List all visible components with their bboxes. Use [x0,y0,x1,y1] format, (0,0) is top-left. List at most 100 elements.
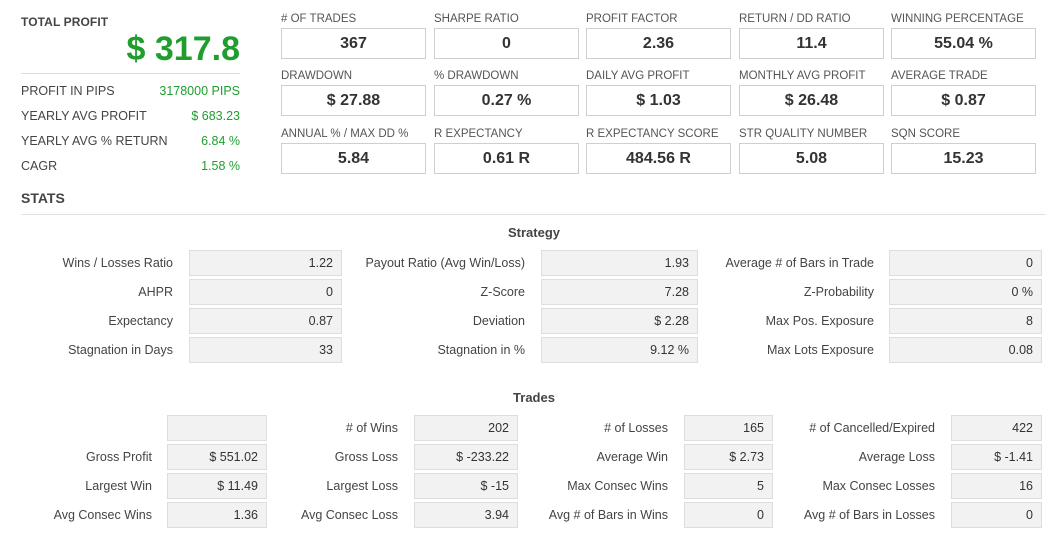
trade-label: # of Wins [345,421,398,435]
trade-label: Avg Consec Wins [53,508,152,522]
trade-value: 3.94 [414,502,518,528]
trade-value: $ 11.49 [167,473,267,499]
stat-label: Deviation [472,314,525,328]
metric-value: 0 [434,28,579,59]
metric-return-dd-ratio: RETURN / DD RATIO 11.4 [739,13,884,59]
trade-label: Largest Loss [326,479,398,493]
stat-value: 8 [889,308,1042,334]
metric-str-quality-number: STR QUALITY NUMBER 5.08 [739,128,884,174]
summary-row-yearly-avg-profit: YEARLY AVG PROFIT $ 683.23 [21,103,240,128]
metric-label: PROFIT FACTOR [586,13,678,25]
metric-profit-factor: PROFIT FACTOR 2.36 [586,13,731,59]
stats-divider [21,214,1046,215]
summary-row-label: YEARLY AVG PROFIT [21,108,147,123]
metric-value: 5.08 [739,143,884,174]
metric-label: R EXPECTANCY SCORE [586,128,719,140]
stat-value: 33 [189,337,342,363]
metric-value: 0.61 R [434,143,579,174]
trade-value: 1.36 [167,502,267,528]
stat-value: 1.93 [541,250,698,276]
trade-value: 165 [684,415,773,441]
stat-value: 0 % [889,279,1042,305]
metric-trades-count: # OF TRADES 367 [281,13,426,59]
trade-label [20,415,152,441]
metric-label: ANNUAL % / MAX DD % [281,128,409,140]
stat-label: Stagnation in Days [68,343,173,357]
stat-value: 0.08 [889,337,1042,363]
metric-label: WINNING PERCENTAGE [891,13,1024,25]
trade-value [167,415,267,441]
stat-label: Stagnation in % [437,343,525,357]
trade-value: 0 [684,502,773,528]
metric-value: 367 [281,28,426,59]
metric-annual-max-dd: ANNUAL % / MAX DD % 5.84 [281,128,426,174]
summary-row-yearly-avg-return: YEARLY AVG % RETURN 6.84 % [21,128,240,153]
metric-r-expectancy-score: R EXPECTANCY SCORE 484.56 R [586,128,731,174]
metric-label: DAILY AVG PROFIT [586,70,690,82]
total-profit-value: $ 317.8 [126,30,240,68]
stat-value: 0 [889,250,1042,276]
trade-value: $ 551.02 [167,444,267,470]
trade-label: Average Win [596,450,668,464]
summary-row-value: $ 683.23 [191,108,240,123]
stat-label: Z-Score [480,285,525,299]
metric-daily-avg-profit: DAILY AVG PROFIT $ 1.03 [586,70,731,116]
summary-row-label: PROFIT IN PIPS [21,83,115,98]
trade-label: Avg # of Bars in Losses [803,508,935,522]
stat-label: AHPR [138,285,173,299]
metric-value: $ 27.88 [281,85,426,116]
metric-label: R EXPECTANCY [434,128,523,140]
metric-label: # OF TRADES [281,13,357,25]
trade-label: # of Cancelled/Expired [809,421,935,435]
stat-label: Z-Probability [803,285,874,299]
metric-value: 11.4 [739,28,884,59]
trade-value: $ -233.22 [414,444,518,470]
metric-label: SQN SCORE [891,128,961,140]
trade-value: 16 [951,473,1042,499]
stat-value: 7.28 [541,279,698,305]
trade-label: # of Losses [604,421,668,435]
trade-label: Average Loss [858,450,935,464]
summary-row-value: 3178000 PIPS [159,83,240,98]
metric-label: STR QUALITY NUMBER [739,128,868,140]
trade-label: Gross Loss [334,450,398,464]
metric-value: $ 26.48 [739,85,884,116]
trade-value: $ -1.41 [951,444,1042,470]
stat-value: 0.87 [189,308,342,334]
stats-heading: STATS [21,190,65,206]
trade-value: $ -15 [414,473,518,499]
metric-value: 15.23 [891,143,1036,174]
summary-row-value: 1.58 % [201,158,240,173]
metric-average-trade: AVERAGE TRADE $ 0.87 [891,70,1036,116]
metric-winning-percentage: WINNING PERCENTAGE 55.04 % [891,13,1036,59]
metric-monthly-avg-profit: MONTHLY AVG PROFIT $ 26.48 [739,70,884,116]
stat-label: Expectancy [108,314,173,328]
stat-value: 1.22 [189,250,342,276]
summary-row-label: CAGR [21,158,58,173]
trade-value: $ 2.73 [684,444,773,470]
summary-row-label: YEARLY AVG % RETURN [21,133,168,148]
trade-label: Avg Consec Loss [300,508,398,522]
trade-value: 202 [414,415,518,441]
metric-percent-drawdown: % DRAWDOWN 0.27 % [434,70,579,116]
total-profit-label: TOTAL PROFIT [21,15,109,29]
metric-value: 5.84 [281,143,426,174]
stat-label: Average # of Bars in Trade [725,256,874,270]
strategy-title: Strategy [507,225,561,240]
stat-label: Max Pos. Exposure [765,314,874,328]
metric-value: 2.36 [586,28,731,59]
stat-value: 9.12 % [541,337,698,363]
trade-value: 422 [951,415,1042,441]
summary-row-value: 6.84 % [201,133,240,148]
summary-row-profit-pips: PROFIT IN PIPS 3178000 PIPS [21,78,240,103]
trade-label: Largest Win [85,479,152,493]
metric-value: 0.27 % [434,85,579,116]
metric-label: SHARPE RATIO [434,13,519,25]
metric-label: AVERAGE TRADE [891,70,988,82]
metric-value: $ 1.03 [586,85,731,116]
metric-value: $ 0.87 [891,85,1036,116]
metric-sqn-score: SQN SCORE 15.23 [891,128,1036,174]
summary-divider [21,73,240,74]
trades-title: Trades [513,390,555,405]
stat-value: 0 [189,279,342,305]
